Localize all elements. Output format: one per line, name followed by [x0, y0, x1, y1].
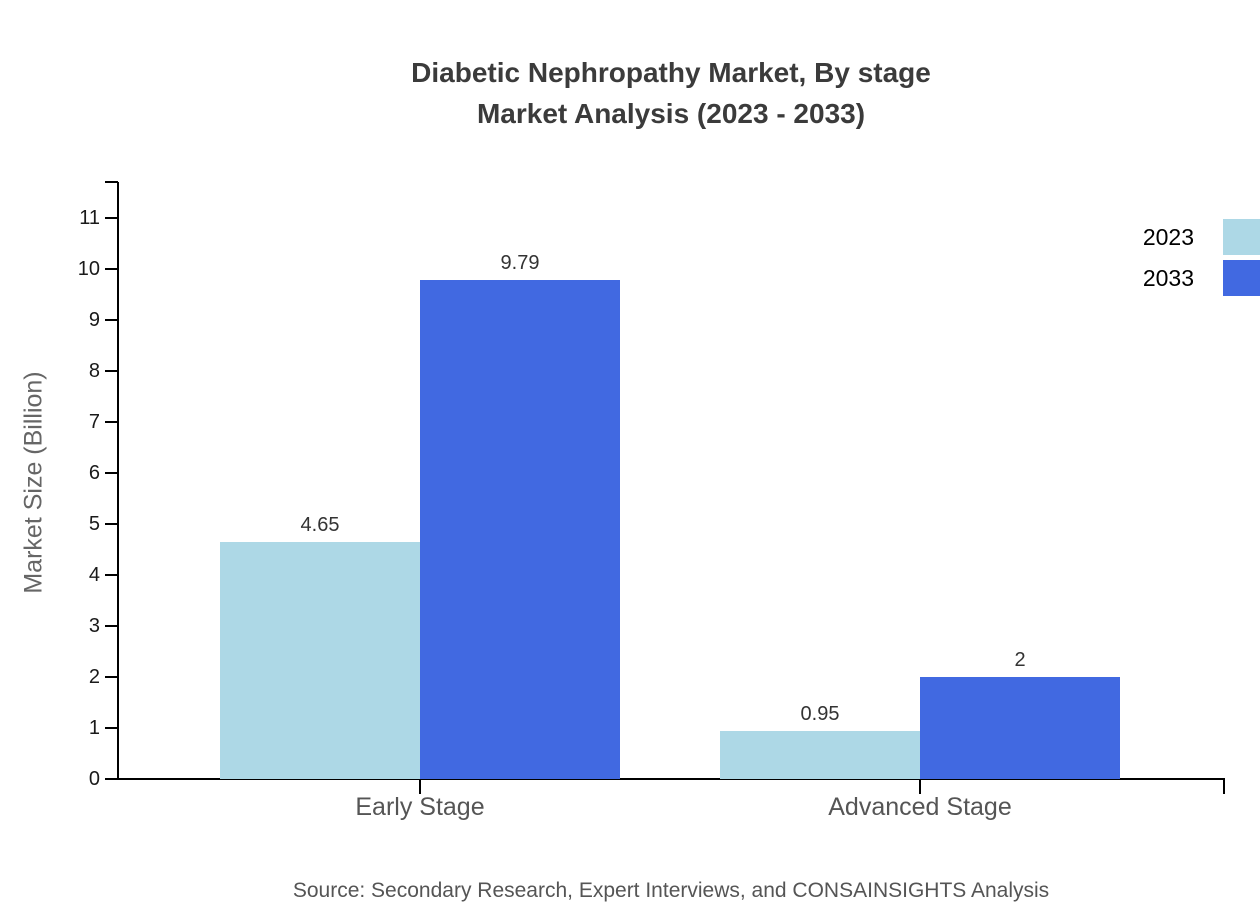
y-tick-label-2: 2 [88, 666, 100, 688]
y-tick-0 [105, 778, 118, 780]
legend-label-2023: 2023 [1142, 223, 1194, 250]
legend-item-2023: 2023 [1143, 219, 1260, 255]
category-label-advanced-stage: Advanced Stage [828, 793, 1012, 821]
bar-value-2023-advanced-stage: 0.95 [800, 703, 840, 725]
legend-swatch-2033 [1223, 260, 1260, 296]
bar-value-2033-early-stage: 9.79 [500, 252, 540, 274]
y-tick-label-7: 7 [88, 411, 100, 433]
bar-2023-advanced-stage [720, 731, 920, 779]
y-tick-label-11: 11 [79, 207, 100, 229]
y-tick-label-0: 0 [88, 768, 100, 790]
y-tick-11 [105, 217, 118, 219]
y-tick-10 [105, 268, 118, 270]
y-tick-label-6: 6 [88, 462, 100, 484]
legend-swatch-2023 [1223, 219, 1260, 255]
y-axis-end-tick [105, 181, 118, 183]
y-tick-2 [105, 676, 118, 678]
y-tick-9 [105, 319, 118, 321]
y-tick-5 [105, 523, 118, 525]
bar-2023-early-stage [220, 542, 420, 779]
y-tick-label-8: 8 [88, 360, 100, 382]
y-tick-4 [105, 574, 118, 576]
y-axis-line [117, 182, 119, 780]
chart-title-line2: Market Analysis (2023 - 2033) [476, 98, 866, 129]
bar-value-2033-advanced-stage: 2 [1014, 649, 1026, 671]
bar-2033-advanced-stage [920, 677, 1120, 779]
y-tick-1 [105, 727, 118, 729]
y-tick-3 [105, 625, 118, 627]
y-tick-label-9: 9 [88, 309, 100, 331]
legend-item-2033: 2033 [1143, 260, 1260, 296]
y-tick-8 [105, 370, 118, 372]
y-tick-7 [105, 421, 118, 423]
y-tick-label-5: 5 [88, 513, 100, 535]
bar-value-2023-early-stage: 4.65 [300, 514, 340, 536]
y-tick-label-1: 1 [88, 717, 100, 739]
chart-title-line1: Diabetic Nephropathy Market, By stage [411, 57, 931, 88]
bar-2033-early-stage [420, 280, 620, 779]
y-tick-label-3: 3 [88, 615, 100, 637]
chart-title: Diabetic Nephropathy Market, By stage Ma… [118, 52, 1224, 134]
x-tick-early-stage [419, 779, 421, 794]
source-note: Source: Secondary Research, Expert Inter… [292, 879, 1050, 902]
y-tick-6 [105, 472, 118, 474]
x-axis-line [117, 778, 1225, 780]
x-tick-advanced-stage [919, 779, 921, 794]
category-label-early-stage: Early Stage [355, 793, 485, 821]
legend-label-2033: 2033 [1142, 264, 1194, 291]
y-tick-label-4: 4 [88, 564, 100, 586]
x-axis-end-tick [1223, 779, 1225, 794]
y-tick-label-10: 10 [77, 258, 100, 280]
